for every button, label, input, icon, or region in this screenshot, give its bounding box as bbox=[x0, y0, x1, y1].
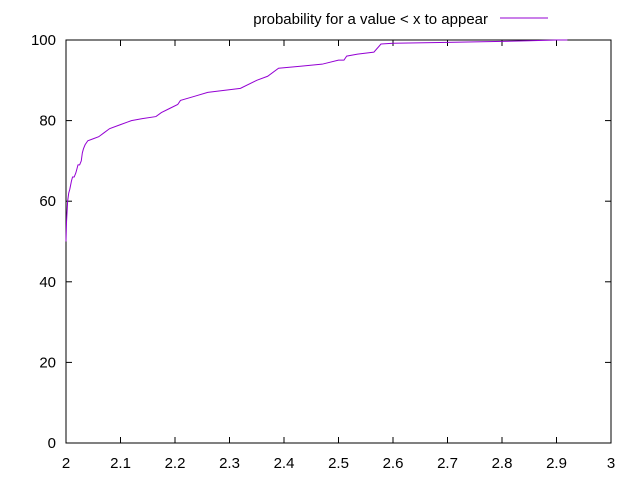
y-tick-label: 80 bbox=[39, 113, 56, 130]
plot-frame bbox=[65, 39, 612, 444]
x-tick-label: 3 bbox=[607, 455, 615, 472]
x-tick-label: 2.4 bbox=[274, 455, 295, 472]
y-tick-label: 40 bbox=[39, 274, 56, 291]
y-tick-label: 0 bbox=[48, 435, 56, 452]
series-line bbox=[65, 39, 568, 242]
y-tick-label: 60 bbox=[39, 193, 56, 210]
x-tick-label: 2.1 bbox=[110, 455, 131, 472]
axis-ticks: 2 2.1 2.2 2.3 2.4 2.5 2.6 2.7 2.8 2.9 3 0 20 40 60 80 10… bbox=[31, 32, 615, 472]
legend: probability for a value < x to appear bbox=[253, 11, 548, 28]
y-tick-label: 20 bbox=[39, 354, 56, 371]
x-tick-label: 2.3 bbox=[219, 455, 240, 472]
x-tick-label: 2.2 bbox=[165, 455, 186, 472]
series-layer bbox=[65, 39, 568, 242]
plot-area-border bbox=[65, 39, 612, 444]
x-tick-label: 2.5 bbox=[328, 455, 349, 472]
x-tick-label: 2 bbox=[62, 455, 70, 472]
x-tick-label: 2.6 bbox=[383, 455, 404, 472]
x-tick-label: 2.7 bbox=[437, 455, 458, 472]
y-tick-label: 100 bbox=[31, 32, 56, 49]
x-tick-label: 2.9 bbox=[546, 455, 567, 472]
x-tick-label: 2.8 bbox=[492, 455, 513, 472]
legend-label: probability for a value < x to appear bbox=[253, 11, 488, 28]
